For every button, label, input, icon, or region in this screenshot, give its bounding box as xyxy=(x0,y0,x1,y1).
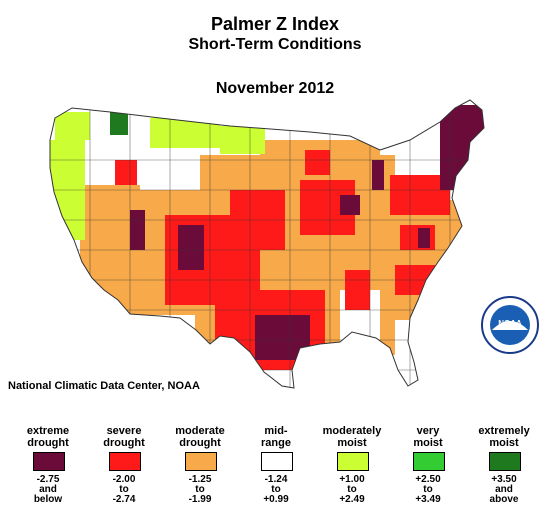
legend-label-line1: very xyxy=(416,425,440,437)
legend-swatch xyxy=(185,452,217,471)
legend-label-line2: range xyxy=(261,437,291,449)
legend-range-line3: below xyxy=(33,494,63,505)
legend-range: -1.25 to -1.99 xyxy=(162,475,238,505)
legend-range-line1: +3.50 xyxy=(491,474,517,485)
legend-range-line2: to xyxy=(195,484,205,495)
legend-range-line2: to xyxy=(347,484,357,495)
legend-label-line1: extremely xyxy=(478,425,530,437)
legend-swatch xyxy=(261,452,293,471)
legend-range-line1: -2.75 xyxy=(36,474,60,485)
noaa-logo xyxy=(481,296,539,354)
legend-swatch xyxy=(413,452,445,471)
legend-range-line2: to xyxy=(119,484,129,495)
legend-label-line2: moist xyxy=(489,437,519,449)
legend-label-line2: drought xyxy=(103,437,145,449)
legend-range: +2.50 to +3.49 xyxy=(390,475,466,505)
map-title: Palmer Z Index xyxy=(210,14,340,34)
legend-range-line2: and xyxy=(39,484,57,495)
legend-range-line3: -2.74 xyxy=(112,494,136,505)
legend-range: -1.24 to +0.99 xyxy=(238,475,314,505)
legend-range-line2: to xyxy=(271,484,281,495)
legend-label-line2: drought xyxy=(179,437,221,449)
legend-range: +1.00 to +2.49 xyxy=(314,475,390,505)
legend-label-line1: extreme xyxy=(26,425,70,437)
legend-range-line3: -1.99 xyxy=(188,494,212,505)
legend-swatch xyxy=(337,452,369,471)
data-source-credit: National Climatic Data Center, NOAA xyxy=(8,380,200,392)
legend-range-line3: +2.49 xyxy=(339,494,365,505)
legend-label: very moist xyxy=(390,425,466,449)
legend-range: +3.50 and above xyxy=(466,475,542,505)
map-subtitle: Short-Term Conditions xyxy=(188,36,362,53)
legend-range-line1: -1.25 xyxy=(188,474,212,485)
legend-label-line1: mid- xyxy=(264,425,288,437)
legend-range-line2: and xyxy=(495,484,513,495)
legend-label-line1: severe xyxy=(106,425,142,437)
legend-swatch xyxy=(489,452,521,471)
legend-label-line2: drought xyxy=(27,437,69,449)
legend-range-line1: +2.50 xyxy=(415,474,441,485)
legend-range-line1: +1.00 xyxy=(339,474,365,485)
legend-range: -2.75 and below xyxy=(10,475,86,505)
legend-label: extreme drought xyxy=(10,425,86,449)
legend-range: -2.00 to -2.74 xyxy=(86,475,162,505)
legend-label-line1: moderately xyxy=(322,425,382,437)
legend-label: extremely moist xyxy=(466,425,542,449)
legend-range-line3: +0.99 xyxy=(263,494,289,505)
legend-swatch xyxy=(109,452,141,471)
map-period: November 2012 xyxy=(215,80,335,97)
legend-label-line1: moderate xyxy=(175,425,225,437)
legend-label: mid-range xyxy=(238,425,314,449)
legend-range-line3: +3.49 xyxy=(415,494,441,505)
legend-range-line1: -1.24 xyxy=(264,474,288,485)
legend-label-line2: moist xyxy=(413,437,443,449)
legend-label: moderately moist xyxy=(314,425,390,449)
legend-range-line3: above xyxy=(489,494,519,505)
legend-label: moderate drought xyxy=(162,425,238,449)
legend-range-line2: to xyxy=(423,484,433,495)
legend-label: severe drought xyxy=(86,425,162,449)
noaa-logo-text: NOAA xyxy=(498,319,522,328)
legend-swatch xyxy=(33,452,65,471)
legend-range-line1: -2.00 xyxy=(112,474,136,485)
legend-label-line2: moist xyxy=(337,437,367,449)
